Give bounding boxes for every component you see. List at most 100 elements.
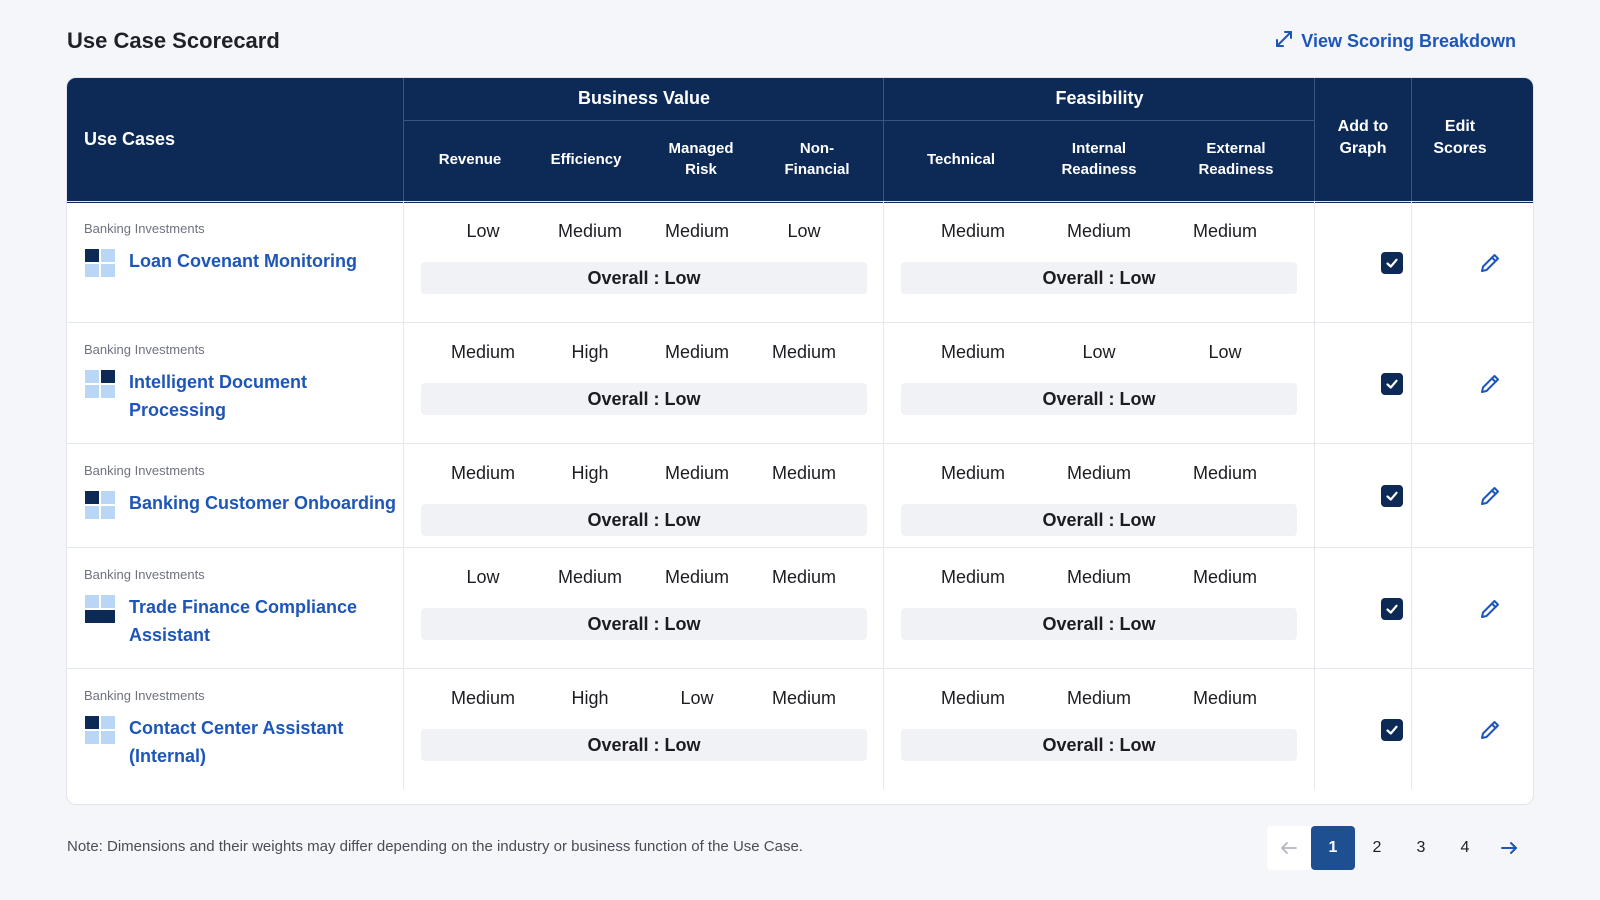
table-row: Banking Investments Trade Finance Compli… — [67, 547, 1533, 668]
arrow-left-icon — [1281, 842, 1297, 854]
add-to-graph-checkbox[interactable] — [1381, 719, 1403, 741]
table-row: Banking Investments Contact Center Assis… — [67, 668, 1533, 789]
feasibility-score: Medium — [940, 342, 1006, 362]
edit-scores-pencil-icon[interactable] — [1478, 372, 1502, 396]
edit-scores-pencil-icon[interactable] — [1478, 718, 1502, 742]
business-score: Medium — [771, 342, 837, 362]
business-score: Medium — [557, 221, 623, 241]
business-overall: Overall : Low — [421, 262, 867, 294]
use-case-name-link[interactable]: Trade Finance Compliance Assistant — [129, 597, 358, 645]
feasibility-overall: Overall : Low — [901, 262, 1297, 294]
business-score: Medium — [557, 567, 623, 587]
feasibility-overall: Overall : Low — [901, 383, 1297, 415]
business-score: Medium — [664, 567, 730, 587]
header-add-to-graph: Add to Graph — [1337, 118, 1389, 157]
feasibility-score: Medium — [940, 567, 1006, 587]
table-row: Banking Investments Intelligent Document… — [67, 322, 1533, 443]
use-case-grid-icon — [85, 249, 115, 277]
feasibility-score: Medium — [1066, 221, 1132, 241]
feasibility-score: Medium — [1066, 463, 1132, 483]
feasibility-score: Low — [1082, 342, 1116, 362]
checkmark-icon — [1386, 491, 1398, 501]
business-score: Medium — [664, 221, 730, 241]
feasibility-score: Low — [1208, 342, 1242, 362]
page-button-2[interactable]: 2 — [1372, 839, 1382, 856]
business-score: Medium — [450, 342, 516, 362]
feasibility-score: Medium — [1192, 463, 1258, 483]
use-case-name-link[interactable]: Loan Covenant Monitoring — [129, 251, 357, 271]
business-score: Medium — [664, 463, 730, 483]
business-score: Low — [680, 688, 714, 708]
feasibility-score: Medium — [1066, 688, 1132, 708]
subheader-business-1: Efficiency — [550, 151, 622, 168]
use-case-grid-icon — [85, 716, 115, 744]
use-case-grid-icon — [85, 595, 115, 623]
feasibility-score: Medium — [940, 221, 1006, 241]
edit-scores-pencil-icon[interactable] — [1478, 484, 1502, 508]
business-score: Low — [466, 567, 500, 587]
page-button-3[interactable]: 3 — [1416, 839, 1426, 856]
header-use-cases: Use Cases — [84, 129, 176, 149]
feasibility-score: Medium — [1192, 688, 1258, 708]
add-to-graph-checkbox[interactable] — [1381, 373, 1403, 395]
business-score: Medium — [450, 688, 516, 708]
add-to-graph-checkbox[interactable] — [1381, 252, 1403, 274]
page-title: Use Case Scorecard — [67, 28, 280, 53]
subheader-business-0: Revenue — [438, 151, 502, 168]
use-case-category: Banking Investments — [84, 567, 205, 582]
add-to-graph-checkbox[interactable] — [1381, 598, 1403, 620]
subheader-business-2: Managed Risk — [668, 140, 734, 178]
feasibility-overall: Overall : Low — [901, 608, 1297, 640]
checkmark-icon — [1386, 379, 1398, 389]
business-overall: Overall : Low — [421, 504, 867, 536]
edit-scores-pencil-icon[interactable] — [1478, 597, 1502, 621]
use-case-grid-icon — [85, 491, 115, 519]
checkmark-icon — [1386, 258, 1398, 268]
table-header: Use Cases Business Value Feasibility Add… — [67, 78, 1533, 203]
use-case-category: Banking Investments — [84, 342, 205, 357]
use-case-name-link[interactable]: Contact Center Assistant (Internal) — [129, 718, 344, 766]
feasibility-score: Medium — [940, 463, 1006, 483]
business-score: Medium — [771, 567, 837, 587]
use-case-name-link[interactable]: Intelligent Document Processing — [129, 372, 308, 420]
view-scoring-breakdown-label: View Scoring Breakdown — [1301, 31, 1516, 51]
business-score: Low — [787, 221, 821, 241]
page-button-4[interactable]: 4 — [1460, 839, 1470, 856]
checkmark-icon — [1386, 725, 1398, 735]
business-score: Medium — [450, 463, 516, 483]
use-case-grid-icon — [85, 370, 115, 398]
use-case-category: Banking Investments — [84, 463, 205, 478]
subheader-feasibility-2: External Readiness — [1198, 140, 1274, 178]
footer-note: Note: Dimensions and their weights may d… — [67, 838, 803, 855]
business-score: Low — [466, 221, 500, 241]
business-score: Medium — [771, 463, 837, 483]
feasibility-score: Medium — [1192, 221, 1258, 241]
edit-scores-pencil-icon[interactable] — [1478, 251, 1502, 275]
subheader-feasibility-0: Technical — [926, 151, 996, 168]
business-score: Medium — [664, 342, 730, 362]
expand-arrows-icon — [1275, 30, 1293, 53]
prev-page-button[interactable] — [1267, 826, 1311, 870]
page-button-1[interactable]: 1 — [1311, 826, 1355, 870]
header-edit-scores: Edit Scores — [1433, 118, 1487, 157]
next-page-button[interactable] — [1487, 826, 1531, 870]
business-overall: Overall : Low — [421, 383, 867, 415]
add-to-graph-checkbox[interactable] — [1381, 485, 1403, 507]
subheader-business-3: Non- Financial — [784, 140, 850, 178]
business-score: Medium — [771, 688, 837, 708]
feasibility-score: Medium — [940, 688, 1006, 708]
scorecard-table: Use Cases Business Value Feasibility Add… — [66, 77, 1534, 805]
feasibility-score: Medium — [1066, 567, 1132, 587]
checkmark-icon — [1386, 604, 1398, 614]
use-case-category: Banking Investments — [84, 221, 205, 236]
business-score: High — [571, 688, 609, 708]
feasibility-overall: Overall : Low — [901, 729, 1297, 761]
view-scoring-breakdown-link[interactable]: View Scoring Breakdown — [1275, 30, 1516, 53]
arrow-right-icon — [1501, 842, 1517, 854]
business-overall: Overall : Low — [421, 729, 867, 761]
feasibility-overall: Overall : Low — [901, 504, 1297, 536]
use-case-name-link[interactable]: Banking Customer Onboarding — [129, 493, 397, 513]
business-score: High — [571, 342, 609, 362]
header-business-value: Business Value — [577, 88, 711, 108]
